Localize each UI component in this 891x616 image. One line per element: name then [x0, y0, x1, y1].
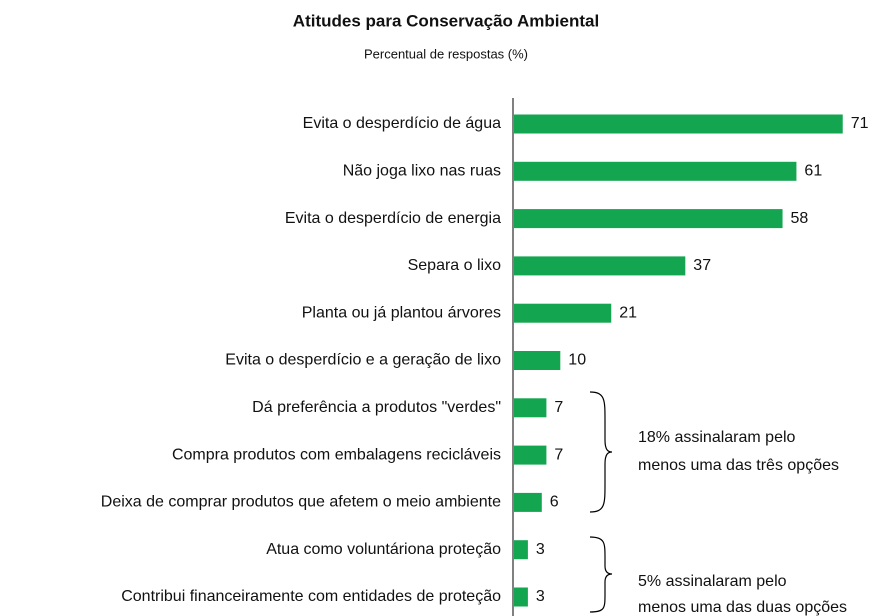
y-tick-label: Dá preferência a produtos "verdes": [252, 399, 501, 416]
chart-title: Atitudes para Conservação Ambiental: [293, 11, 599, 30]
bar: [514, 303, 612, 323]
y-tick-label: Evita o desperdício e a geração de lixo: [225, 352, 501, 369]
bar: [514, 398, 547, 418]
value-label: 3: [536, 588, 545, 605]
bar: [514, 492, 542, 512]
bar: [514, 540, 528, 560]
annotation: menos uma das três opções: [638, 457, 839, 474]
y-tick-label: Compra produtos com embalagens recicláve…: [172, 446, 501, 463]
chart-subtitle: Percentual de respostas (%): [364, 46, 528, 61]
value-label: 58: [791, 210, 809, 227]
value-label: 21: [619, 304, 637, 321]
y-tick-label: Não joga lixo nas ruas: [343, 163, 501, 180]
value-label: 7: [554, 399, 563, 416]
brace: [589, 536, 613, 613]
value-label: 71: [851, 115, 869, 132]
bar: [514, 209, 783, 229]
y-tick-label: Evita o desperdício de energia: [285, 210, 501, 227]
annotation: 5% assinalaram pelo: [638, 573, 787, 590]
y-tick-label: Contribui financeiramente com entidades …: [121, 588, 501, 605]
value-label: 10: [568, 352, 586, 369]
brace: [589, 391, 613, 513]
bar: [514, 161, 797, 181]
bar: [514, 351, 561, 370]
annotation: 18% assinalaram pelo: [638, 429, 796, 446]
bar: [514, 114, 843, 134]
value-label: 7: [554, 446, 563, 463]
annotation: menos uma das duas opções: [638, 599, 847, 616]
bar: [514, 256, 686, 276]
value-label: 3: [536, 541, 545, 558]
bar: [514, 445, 547, 465]
bar: [514, 587, 528, 607]
y-tick-label: Evita o desperdício de água: [303, 115, 501, 132]
value-label: 37: [693, 257, 711, 274]
y-tick-label: Deixa de comprar produtos que afetem o m…: [101, 494, 501, 511]
value-label: 61: [804, 163, 822, 180]
y-tick-label: Atua como voluntáriona proteção: [266, 541, 501, 558]
value-label: 6: [550, 494, 559, 511]
y-tick-label: Separa o lixo: [408, 257, 501, 274]
y-tick-label: Planta ou já plantou árvores: [302, 304, 501, 321]
